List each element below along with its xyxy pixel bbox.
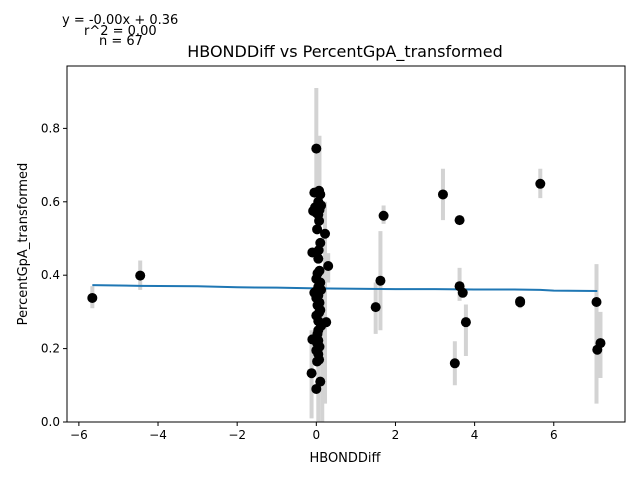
data-point [375, 276, 385, 286]
data-point [592, 297, 602, 307]
plot-area-frame [67, 66, 625, 422]
y-axis-ticks: 0.0 0.2 0.4 0.6 0.8 [41, 121, 67, 429]
data-point [515, 296, 525, 306]
chart-title: HBONDDiff vs PercentGpA_transformed [187, 42, 503, 62]
data-point [320, 229, 330, 239]
data-point [311, 384, 321, 394]
x-axis-ticks: −6 −4 −2 0 2 4 6 [70, 422, 558, 442]
data-point [458, 288, 468, 298]
x-tick-label: −4 [149, 428, 167, 442]
data-point [309, 188, 319, 198]
data-point [135, 271, 145, 281]
data-point [461, 317, 471, 327]
y-tick-label: 0.4 [41, 268, 60, 282]
data-point [311, 144, 321, 154]
error-bars [92, 88, 600, 422]
data-point [314, 216, 324, 226]
data-point [307, 368, 317, 378]
x-tick-label: 4 [471, 428, 479, 442]
data-point [438, 189, 448, 199]
data-point [87, 293, 97, 303]
y-axis-label: PercentGpA_transformed [16, 163, 31, 326]
data-point [371, 302, 381, 312]
data-point [313, 329, 323, 339]
data-point [535, 179, 545, 189]
data-point [455, 215, 465, 225]
x-axis-label: HBONDDiff [309, 451, 381, 466]
x-tick-label: −2 [228, 428, 246, 442]
y-tick-label: 0.6 [41, 195, 60, 209]
x-tick-label: 2 [392, 428, 400, 442]
regression-line [92, 285, 597, 291]
x-tick-label: −6 [70, 428, 88, 442]
data-point [321, 317, 331, 327]
data-point [379, 211, 389, 221]
y-tick-label: 0.0 [41, 415, 60, 429]
data-point [313, 254, 323, 264]
y-tick-label: 0.2 [41, 342, 60, 356]
data-point [450, 358, 460, 368]
x-tick-label: 6 [550, 428, 558, 442]
data-point [595, 338, 605, 348]
y-tick-label: 0.8 [41, 121, 60, 135]
data-point [311, 287, 321, 297]
x-tick-label: 0 [312, 428, 320, 442]
data-point [312, 356, 322, 366]
data-points [87, 144, 605, 394]
data-point [323, 261, 333, 271]
fit-line [92, 285, 597, 291]
